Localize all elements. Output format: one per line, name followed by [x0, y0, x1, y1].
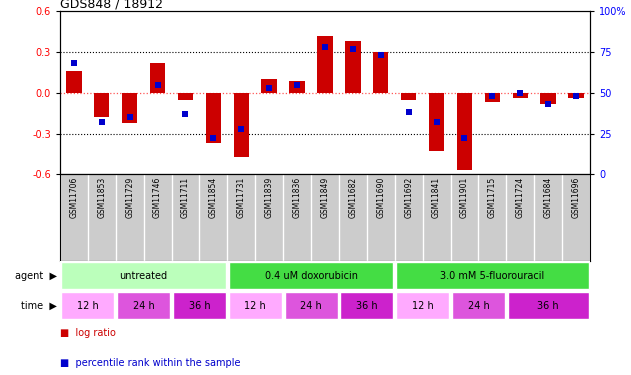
Text: 24 h: 24 h [468, 301, 489, 310]
Text: 12 h: 12 h [77, 301, 98, 310]
Text: GSM11692: GSM11692 [404, 177, 413, 218]
Bar [396, 292, 449, 319]
Bar [429, 93, 444, 151]
Bar [457, 93, 472, 170]
Bar [66, 71, 81, 93]
Text: GSM11849: GSM11849 [321, 177, 329, 218]
Text: agent  ▶: agent ▶ [15, 271, 57, 280]
Bar [233, 93, 249, 157]
Text: 36 h: 36 h [356, 301, 377, 310]
Bar [261, 79, 277, 93]
Text: GSM11853: GSM11853 [97, 177, 106, 218]
Text: GSM11711: GSM11711 [181, 177, 190, 218]
Bar [541, 93, 556, 104]
Text: 0.4 uM doxorubicin: 0.4 uM doxorubicin [264, 271, 358, 280]
Text: GSM11901: GSM11901 [460, 177, 469, 218]
Bar [373, 52, 389, 93]
Text: 24 h: 24 h [133, 301, 155, 310]
Text: time  ▶: time ▶ [21, 301, 57, 310]
Bar [340, 292, 393, 319]
Text: GSM11854: GSM11854 [209, 177, 218, 218]
Text: GSM11690: GSM11690 [376, 177, 386, 218]
Text: GSM11839: GSM11839 [264, 177, 274, 218]
Bar [317, 36, 333, 93]
Text: 12 h: 12 h [244, 301, 266, 310]
Text: GSM11729: GSM11729 [125, 177, 134, 218]
Text: 36 h: 36 h [538, 301, 559, 310]
Bar [61, 262, 226, 289]
Bar [508, 292, 589, 319]
Bar [512, 93, 528, 98]
Text: GSM11724: GSM11724 [516, 177, 525, 218]
Bar [485, 93, 500, 102]
Bar [401, 93, 416, 100]
Text: ■  percentile rank within the sample: ■ percentile rank within the sample [60, 357, 240, 368]
Text: GSM11696: GSM11696 [572, 177, 581, 218]
Bar [285, 292, 338, 319]
Bar [452, 292, 505, 319]
Text: GSM11684: GSM11684 [544, 177, 553, 218]
Bar [117, 292, 170, 319]
Text: ■  log ratio: ■ log ratio [60, 327, 116, 338]
Text: GSM11715: GSM11715 [488, 177, 497, 218]
Text: 36 h: 36 h [189, 301, 210, 310]
Bar [228, 292, 281, 319]
Text: GSM11841: GSM11841 [432, 177, 441, 218]
Bar [61, 292, 114, 319]
Text: GDS848 / 18912: GDS848 / 18912 [60, 0, 163, 10]
Text: GSM11682: GSM11682 [348, 177, 357, 218]
Bar [345, 41, 360, 93]
Bar [206, 93, 221, 143]
Bar [396, 262, 589, 289]
Bar [569, 93, 584, 98]
Bar [178, 93, 193, 100]
Text: GSM11746: GSM11746 [153, 177, 162, 218]
Text: 3.0 mM 5-fluorouracil: 3.0 mM 5-fluorouracil [440, 271, 545, 280]
Bar [94, 93, 109, 117]
Text: untreated: untreated [119, 271, 168, 280]
Text: GSM11731: GSM11731 [237, 177, 245, 218]
Text: GSM11706: GSM11706 [69, 177, 78, 218]
Bar [228, 262, 393, 289]
Bar [290, 81, 305, 93]
Bar [173, 292, 226, 319]
Text: 24 h: 24 h [300, 301, 322, 310]
Bar [122, 93, 138, 123]
Text: 12 h: 12 h [412, 301, 433, 310]
Text: GSM11836: GSM11836 [293, 177, 302, 218]
Bar [150, 63, 165, 93]
